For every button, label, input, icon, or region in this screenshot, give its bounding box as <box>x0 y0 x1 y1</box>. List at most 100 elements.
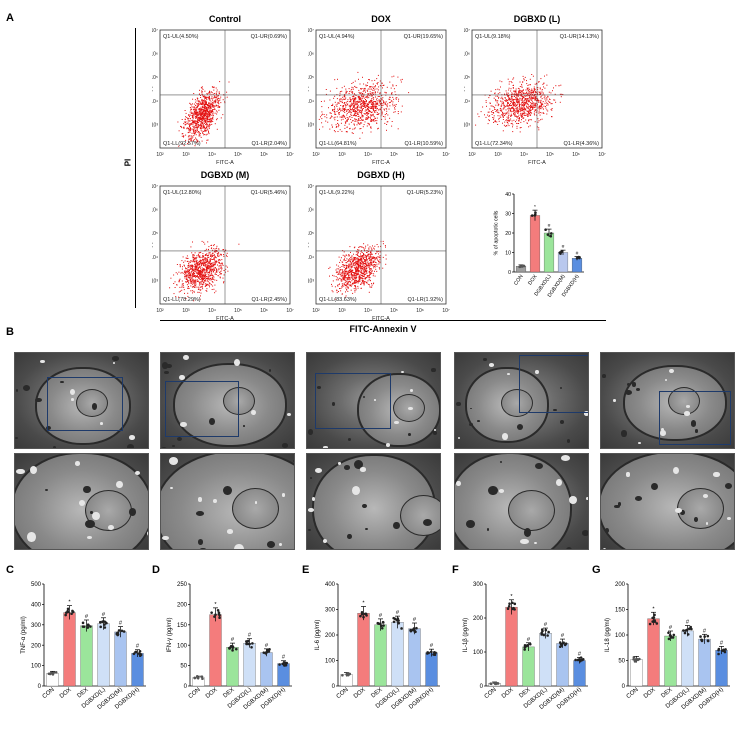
significance-mark: # <box>265 643 269 649</box>
y-tick-label: 500 <box>31 582 42 588</box>
significance-mark: # <box>561 633 565 639</box>
significance-mark: * <box>534 204 536 210</box>
quadrant-label-ur: Q1-UR(19.65%) <box>404 34 444 40</box>
data-point <box>689 625 692 629</box>
organelle <box>182 355 189 361</box>
organelle <box>664 378 668 382</box>
x-tick-label: 10⁶ <box>260 308 268 314</box>
organelle <box>317 386 322 389</box>
organelle <box>287 412 291 416</box>
x-tick-label: 10³ <box>494 152 502 158</box>
y-tick-label: 0 <box>184 684 188 690</box>
organelle <box>483 357 487 361</box>
flow-plot-title: Control <box>209 14 241 24</box>
data-point <box>489 682 493 685</box>
bar <box>630 659 643 687</box>
organelle <box>85 519 95 529</box>
organelle <box>23 385 31 391</box>
y-tick-label: 10³ <box>308 122 314 128</box>
y-axis-title: IL-18 (pg/ml) <box>605 618 611 652</box>
y-tick-label: 0 <box>508 270 511 276</box>
bar <box>573 660 586 687</box>
ifn-gamma-bar-chart: 0 50 100 150 200 250 IFN-γ (pg/ml) CON * DOX # DEX #… <box>167 582 292 711</box>
quadrant-label-ur: Q1-UR(5.23%) <box>407 190 444 196</box>
organelle <box>346 533 352 540</box>
organelle <box>53 445 57 448</box>
organelle <box>322 538 327 543</box>
organelle <box>113 362 116 365</box>
panel-label-e: E <box>302 564 310 576</box>
data-point <box>105 621 108 625</box>
data-point <box>64 611 68 614</box>
significance-mark: # <box>576 250 579 256</box>
organelle <box>99 422 104 426</box>
organelle <box>279 542 283 547</box>
organelle <box>331 401 335 406</box>
y-tick-label: 10³ <box>464 122 470 128</box>
data-point <box>359 614 362 618</box>
organelle <box>39 359 46 364</box>
organelle <box>353 459 364 470</box>
data-point <box>717 652 720 656</box>
organelle <box>506 372 510 375</box>
significance-mark: # <box>85 614 89 620</box>
category-label: CON <box>626 687 640 700</box>
organelle <box>385 443 390 448</box>
data-point <box>52 671 56 674</box>
organelle <box>713 472 720 477</box>
organelle <box>517 423 524 430</box>
significance-mark: # <box>413 617 417 623</box>
data-point <box>214 613 217 616</box>
organelle <box>308 508 315 512</box>
x-tick-label: 10³ <box>338 308 346 314</box>
zoom-region-box <box>165 381 239 437</box>
y-tick-label: 150 <box>615 608 626 614</box>
data-point <box>138 650 142 653</box>
x-tick-label: 10⁵ <box>390 308 398 314</box>
organelle <box>724 483 732 490</box>
tem-overview-image <box>160 352 295 449</box>
category-label: CON <box>336 687 350 700</box>
organelle <box>233 359 240 366</box>
data-point <box>433 650 436 654</box>
data-point <box>653 619 656 622</box>
organelle <box>556 479 563 487</box>
x-tick-label: 10² <box>468 152 476 158</box>
organelle <box>92 511 100 521</box>
significance-mark: * <box>362 600 365 606</box>
y-tick-label: 10⁶ <box>308 52 314 58</box>
y-axis-title: IL-6 (pg/ml) <box>315 620 321 651</box>
flow-plot-title: DGBXD (M) <box>200 170 250 180</box>
significance-mark: # <box>562 244 565 250</box>
data-point <box>655 622 659 625</box>
bar <box>357 613 370 687</box>
y-tick-label: 10⁷ <box>308 28 314 34</box>
category-label: DOX <box>353 687 367 700</box>
organelle <box>625 389 632 395</box>
organelle <box>469 422 473 426</box>
y-tick-label: 10⁷ <box>152 184 158 190</box>
data-point <box>541 629 544 633</box>
data-point <box>506 607 510 611</box>
data-point <box>685 628 689 632</box>
organelle <box>46 425 51 430</box>
y-tick-label: 10⁵ <box>152 75 158 81</box>
organelle <box>234 543 244 549</box>
data-point <box>549 232 553 235</box>
significance-mark: * <box>214 602 217 608</box>
nucleus <box>677 487 724 529</box>
data-point <box>267 650 271 653</box>
organelle <box>409 389 413 392</box>
organelle <box>465 520 475 529</box>
y-tick-label: 400 <box>325 582 336 588</box>
dot-cloud <box>169 240 240 302</box>
significance-mark: * <box>510 594 513 600</box>
bar <box>681 630 694 687</box>
data-point <box>120 629 124 633</box>
category-label: CON <box>188 687 202 700</box>
significance-mark: # <box>248 633 252 639</box>
tem-zoom-image <box>454 453 589 550</box>
category-label: DOX <box>501 687 515 700</box>
data-point <box>544 628 548 632</box>
